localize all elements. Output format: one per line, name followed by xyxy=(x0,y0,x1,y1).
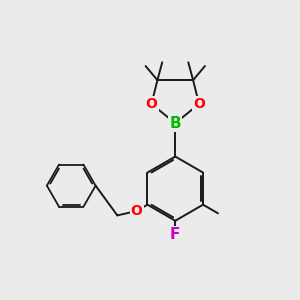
Text: O: O xyxy=(193,97,205,111)
Text: B: B xyxy=(169,116,181,131)
Text: F: F xyxy=(170,227,181,242)
Text: O: O xyxy=(146,97,158,111)
Text: O: O xyxy=(131,204,142,218)
